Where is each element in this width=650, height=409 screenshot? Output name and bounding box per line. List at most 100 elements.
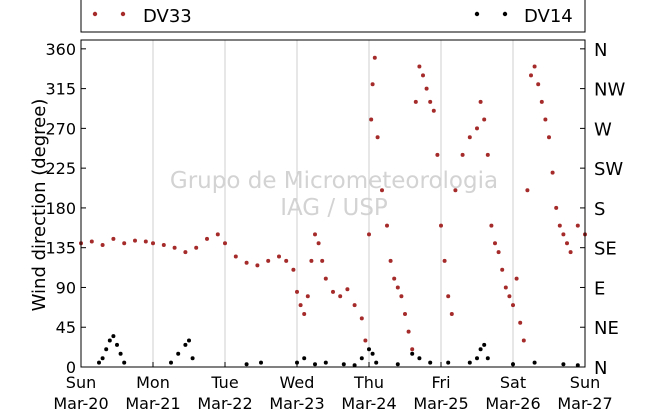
point-dv14 bbox=[107, 338, 112, 343]
legend-marker-dv14 bbox=[502, 11, 508, 17]
y-tick-label: 45 bbox=[56, 318, 76, 337]
point-dv33 bbox=[359, 316, 364, 321]
point-dv33 bbox=[100, 243, 105, 247]
point-dv33 bbox=[375, 135, 380, 140]
compass-tick-label: N bbox=[594, 40, 607, 61]
point-dv33 bbox=[205, 236, 209, 241]
point-dv33 bbox=[536, 82, 541, 87]
axes-frame bbox=[80, 39, 586, 368]
point-dv33 bbox=[352, 303, 357, 308]
point-dv33 bbox=[183, 250, 188, 255]
point-dv33 bbox=[403, 312, 407, 316]
point-dv14 bbox=[482, 342, 487, 347]
legend-marker-dv14 bbox=[474, 11, 480, 17]
point-dv14 bbox=[259, 360, 263, 365]
point-dv33 bbox=[435, 152, 440, 157]
point-dv33 bbox=[467, 135, 472, 140]
point-dv33 bbox=[133, 238, 137, 243]
point-dv14 bbox=[341, 362, 346, 367]
point-dv33 bbox=[316, 241, 321, 246]
legend: DV33 DV14 bbox=[80, 0, 586, 33]
point-dv33 bbox=[525, 188, 530, 193]
point-dv33 bbox=[305, 294, 310, 299]
point-dv14 bbox=[115, 342, 119, 347]
point-dv33 bbox=[568, 250, 573, 255]
point-dv14 bbox=[352, 363, 357, 368]
compass-tick-label: SW bbox=[594, 159, 623, 180]
y-tick-label: 270 bbox=[45, 119, 76, 138]
legend-marker-dv33 bbox=[120, 11, 126, 17]
point-dv33 bbox=[302, 312, 307, 316]
point-dv33 bbox=[521, 338, 526, 343]
point-dv33 bbox=[532, 64, 537, 69]
point-dv14 bbox=[122, 360, 127, 365]
point-dv14 bbox=[359, 356, 364, 361]
point-dv14 bbox=[244, 362, 249, 367]
point-dv33 bbox=[388, 258, 393, 263]
x-tick-date: Mar-25 bbox=[413, 394, 468, 409]
point-dv33 bbox=[367, 232, 371, 237]
point-dv33 bbox=[514, 276, 519, 281]
point-dv14 bbox=[176, 351, 181, 356]
x-tick-date: Mar-23 bbox=[269, 394, 324, 409]
point-dv33 bbox=[392, 276, 397, 281]
point-dv33 bbox=[496, 250, 501, 255]
point-dv33 bbox=[439, 223, 443, 228]
point-dv33 bbox=[338, 294, 343, 299]
x-tick-day: Sun bbox=[570, 373, 600, 392]
point-dv33 bbox=[277, 254, 281, 259]
point-dv14 bbox=[100, 356, 105, 361]
point-dv14 bbox=[302, 356, 307, 361]
point-dv33 bbox=[565, 241, 569, 246]
point-dv33 bbox=[475, 126, 479, 131]
point-dv33 bbox=[370, 82, 375, 87]
point-dv33 bbox=[489, 223, 494, 228]
point-dv33 bbox=[385, 223, 389, 228]
x-tick-date: Mar-20 bbox=[53, 394, 108, 409]
point-dv14 bbox=[485, 356, 490, 361]
point-dv33 bbox=[363, 338, 368, 343]
plot-area bbox=[79, 55, 587, 368]
point-dv33 bbox=[507, 294, 512, 299]
point-dv33 bbox=[345, 287, 350, 292]
legend-label-dv33: DV33 bbox=[143, 6, 192, 27]
point-dv33 bbox=[421, 73, 425, 78]
point-dv14 bbox=[169, 360, 173, 365]
compass-tick-label: SE bbox=[594, 239, 617, 260]
point-dv14 bbox=[323, 360, 328, 365]
x-tick-date: Mar-21 bbox=[125, 394, 180, 409]
x-tick-day: Thu bbox=[353, 373, 384, 392]
compass-tick-label: NW bbox=[594, 80, 625, 101]
point-dv33 bbox=[395, 285, 400, 290]
legend-label-dv14: DV14 bbox=[524, 6, 573, 27]
y-tick-label: 135 bbox=[45, 239, 76, 258]
point-dv33 bbox=[428, 99, 433, 104]
y-tick-label: 90 bbox=[56, 278, 76, 297]
x-tick-day: Mon bbox=[136, 373, 170, 392]
point-dv14 bbox=[575, 363, 580, 368]
point-dv33 bbox=[223, 241, 227, 246]
point-dv33 bbox=[151, 241, 155, 246]
point-dv33 bbox=[503, 285, 508, 290]
point-dv33 bbox=[291, 267, 296, 272]
point-dv33 bbox=[244, 260, 249, 265]
point-dv14 bbox=[410, 351, 415, 356]
point-dv14 bbox=[104, 347, 109, 352]
point-dv14 bbox=[417, 356, 422, 361]
y-tick-label: 180 bbox=[45, 199, 76, 218]
point-dv33 bbox=[380, 188, 384, 193]
point-dv14 bbox=[118, 351, 123, 356]
point-dv33 bbox=[323, 276, 328, 281]
point-dv14 bbox=[111, 334, 116, 339]
legend-marker-dv33 bbox=[92, 11, 98, 17]
point-dv33 bbox=[449, 312, 454, 316]
point-dv14 bbox=[532, 360, 537, 365]
point-dv33 bbox=[413, 99, 418, 104]
compass-tick-label: N bbox=[594, 358, 607, 379]
point-dv33 bbox=[320, 258, 325, 263]
point-dv33 bbox=[233, 254, 238, 259]
point-dv33 bbox=[417, 64, 422, 69]
point-dv33 bbox=[539, 99, 544, 104]
x-tick-date: Mar-26 bbox=[485, 394, 540, 409]
point-dv33 bbox=[431, 108, 436, 113]
